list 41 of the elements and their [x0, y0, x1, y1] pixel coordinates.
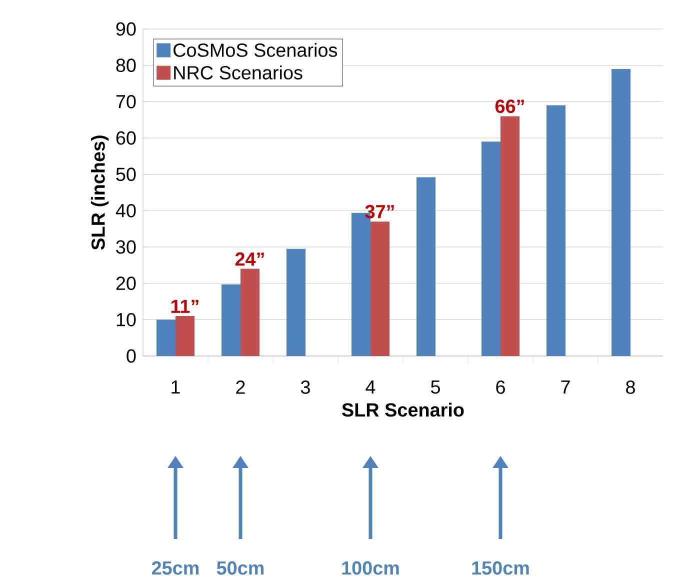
bar	[500, 116, 520, 356]
bar	[370, 222, 390, 356]
text: 100cm	[342, 561, 399, 575]
y-tick-label: 60	[116, 131, 136, 145]
x-tick-label: 4	[366, 380, 376, 394]
x-tick-label: 5	[430, 380, 440, 394]
bar	[176, 316, 194, 356]
bar	[546, 105, 566, 356]
y-tick-label: 40	[116, 204, 136, 218]
bar	[240, 268, 260, 356]
y-tick-label: 80	[116, 58, 136, 72]
bar	[612, 68, 631, 356]
bar	[286, 248, 306, 356]
x-tick-label: 2	[236, 380, 245, 394]
y-tick-label: 50	[116, 168, 136, 182]
bar	[222, 284, 240, 356]
x-tick-label: 7	[561, 380, 570, 394]
y-tick-label: 30	[116, 240, 136, 254]
text: 25cm	[152, 561, 199, 575]
text: 50cm	[216, 561, 264, 575]
y-tick-label: 70	[116, 94, 136, 108]
y-tick-label: 0	[126, 349, 136, 363]
bar	[416, 177, 436, 356]
legend-label: NRC Scenarios	[174, 66, 302, 80]
data-label: 37”	[365, 204, 394, 218]
y-tick-label: 90	[116, 22, 136, 36]
bar	[156, 320, 176, 356]
legend-label: CoSMoS Scenarios	[174, 42, 338, 57]
y-tick-label: 20	[116, 276, 136, 290]
x-tick-label: 3	[300, 380, 310, 394]
bar	[482, 142, 501, 356]
y-axis-title: SLR (inches)	[90, 136, 109, 250]
data-label: 11”	[171, 300, 198, 313]
data-label: 24”	[235, 252, 264, 266]
x-tick-label: 8	[626, 380, 635, 394]
data-label: 66”	[495, 100, 524, 114]
x-tick-label: 6	[496, 380, 505, 394]
x-tick-label: 1	[172, 380, 180, 394]
x-axis-title: SLR Scenario	[342, 402, 464, 417]
y-tick-label: 10	[116, 312, 136, 326]
text: 150cm	[472, 561, 529, 575]
